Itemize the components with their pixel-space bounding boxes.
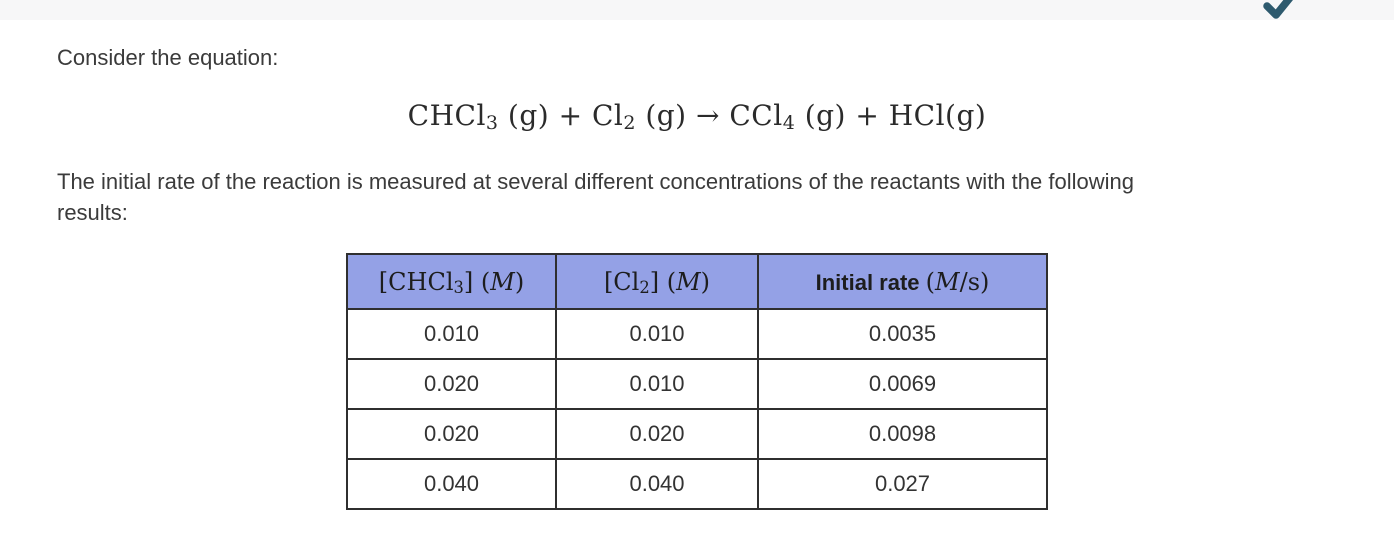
column-header: [Cl2] (M) <box>555 253 759 310</box>
correct-status-badge <box>1262 0 1298 20</box>
text-segment: (g) → CCl <box>635 99 783 132</box>
table-cell: 0.040 <box>346 458 557 510</box>
table-cell: 0.020 <box>346 358 557 410</box>
text-segment: 2 <box>623 112 636 135</box>
text-segment: M <box>490 267 515 296</box>
text-segment: 3 <box>453 278 464 298</box>
rate-data-table: [CHCl3] (M) [Cl2] (M) Initial rate (M/s) 0… <box>346 253 1048 510</box>
text-segment: 3 <box>485 112 499 135</box>
table-header-row: [CHCl3] (M) [Cl2] (M) Initial rate (M/s) <box>346 253 1048 310</box>
text-segment: (g) + HCl(g) <box>795 99 987 132</box>
table-cell: 0.0098 <box>757 408 1048 460</box>
text-segment: M <box>676 267 701 296</box>
column-header: [CHCl3] (M) <box>346 253 557 310</box>
text-segment: 2 <box>639 278 650 298</box>
table-cell: 0.010 <box>555 308 759 360</box>
equation: CHCl3 (g) + Cl2 (g) → CCl4 (g) + HCl(g) <box>57 98 1337 137</box>
description: The initial rate of the reaction is meas… <box>57 166 1337 228</box>
column-header: Initial rate (M/s) <box>757 253 1048 310</box>
table-cell: 0.020 <box>346 408 557 460</box>
table-cell: 0.0035 <box>757 308 1048 360</box>
text-segment: M <box>935 267 960 296</box>
table-row: 0.010 0.010 0.0035 <box>346 308 1048 360</box>
description-line: The initial rate of the reaction is meas… <box>57 169 1134 194</box>
table-row: 0.040 0.040 0.027 <box>346 458 1048 510</box>
table-cell: 0.010 <box>346 308 557 360</box>
table-cell: 0.010 <box>555 358 759 410</box>
text-segment: ) <box>700 267 711 296</box>
table-row: 0.020 0.010 0.0069 <box>346 358 1048 410</box>
text-segment: 4 <box>782 112 796 135</box>
table-row: 0.020 0.020 0.0098 <box>346 408 1048 460</box>
table-cell: 0.040 <box>555 458 759 510</box>
table-cell: 0.0069 <box>757 358 1048 410</box>
problem-content: Consider the equation: CHCl3 (g) + Cl2 (… <box>0 45 1394 510</box>
intro-text: Consider the equation: <box>57 45 279 70</box>
text-segment: Initial rate <box>815 269 926 295</box>
checkmark-icon <box>1263 0 1293 19</box>
table-cell: 0.020 <box>555 408 759 460</box>
table-cell: 0.027 <box>757 458 1048 510</box>
table-body: 0.010 0.010 0.0035 0.020 0.010 0.0069 0.020 0.0… <box>346 308 1048 510</box>
text-segment: ( <box>925 267 936 296</box>
description-line: results: <box>57 200 128 225</box>
text-segment: ] ( <box>649 267 677 296</box>
text-segment: [Cl <box>603 267 640 296</box>
text-segment: /s) <box>959 267 990 296</box>
text-segment: ] ( <box>463 267 491 296</box>
text-segment: (g) + Cl <box>498 99 624 132</box>
top-bar <box>0 0 1394 20</box>
text-segment: [CHCl <box>378 267 454 296</box>
text-segment: CHCl <box>407 99 486 132</box>
text-segment: ) <box>514 267 525 296</box>
